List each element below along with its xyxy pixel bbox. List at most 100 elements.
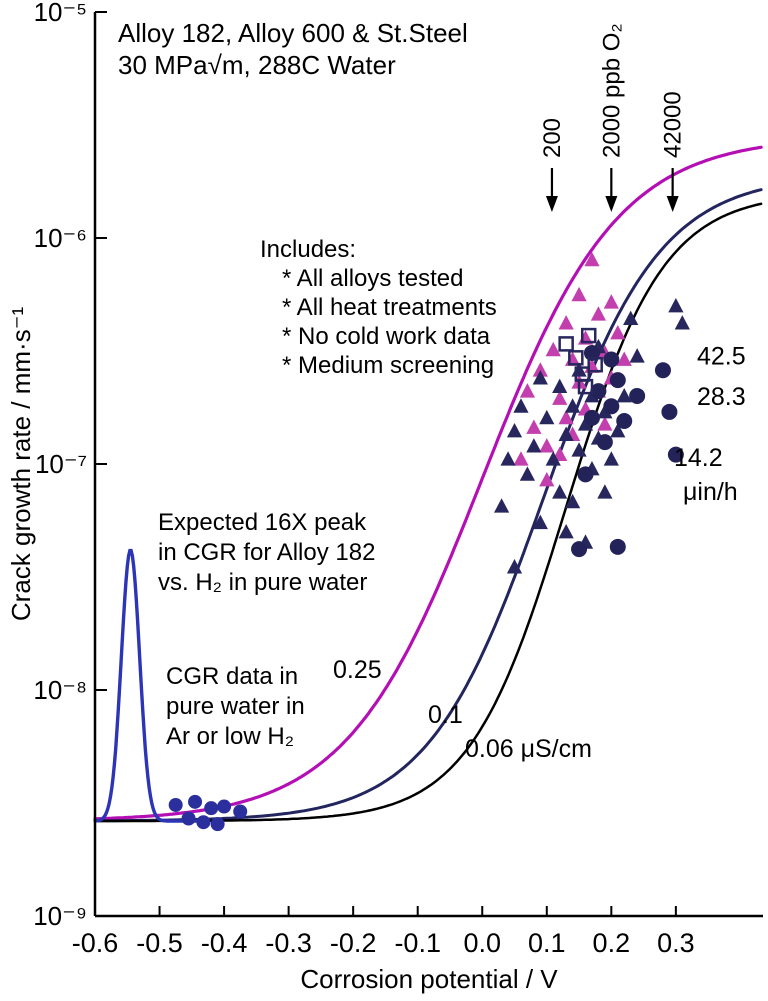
- open-squares-point: [587, 356, 603, 373]
- open-squares-point: [568, 350, 584, 366]
- navy-triangles-point: [552, 378, 568, 394]
- includes-note-line: * Medium screening: [282, 352, 494, 379]
- pure-water-ar-low-h2-circles-point: [168, 797, 183, 812]
- navy-triangles-point: [558, 524, 574, 539]
- pure-water-ar-low-h2-circles-point: [181, 811, 196, 826]
- magenta-triangles-point: [532, 362, 548, 377]
- rate-label: 28.3: [697, 383, 746, 411]
- x-tick-label: -0.3: [265, 928, 312, 958]
- magenta-triangles-point: [558, 315, 574, 330]
- pure-water-note-line: pure water in: [166, 693, 305, 720]
- pure-water-ar-low-h2-circles-point: [196, 815, 211, 830]
- magenta-triangles-point: [545, 341, 561, 357]
- navy-triangles-point: [597, 484, 613, 499]
- magenta-triangles-point: [571, 286, 587, 302]
- navy-circles-point: [571, 541, 588, 558]
- navy-triangles-point: [506, 559, 523, 574]
- includes-note-line: * All alloys tested: [282, 265, 463, 292]
- down-arrow-icon: [666, 196, 679, 212]
- y-tick-label: 10⁻⁹: [33, 901, 87, 931]
- navy-triangles-point: [597, 403, 613, 419]
- pure-water-ar-low-h2-circles-point: [188, 794, 203, 809]
- navy-triangles-point: [674, 315, 690, 330]
- navy-triangles-point: [513, 398, 529, 413]
- navy-triangles-point: [494, 498, 510, 513]
- navy-triangles-point: [610, 422, 626, 438]
- navy-triangles-point: [571, 442, 587, 457]
- x-tick-label: -0.4: [201, 928, 248, 958]
- open-squares-point: [558, 336, 574, 352]
- navy-circles-point: [583, 344, 600, 361]
- includes-note-line: * No cold work data: [282, 323, 491, 350]
- rate-label: 14.2: [674, 444, 723, 472]
- open-squares-point: [577, 378, 594, 395]
- navy-circles-point: [667, 446, 684, 463]
- magenta-triangles-point: [513, 451, 529, 466]
- navy-triangles-point: [532, 370, 548, 385]
- navy-triangles-point: [526, 438, 542, 453]
- pure-water-ar-low-h2-circles-point: [233, 804, 248, 819]
- navy-triangles-point: [558, 426, 574, 441]
- navy-triangles-point: [539, 409, 555, 425]
- pure-water-note-line: Ar or low H₂: [166, 723, 294, 750]
- navy-circles-point: [590, 383, 607, 400]
- navy-triangles-point: [629, 348, 645, 363]
- includes-note-line: * All heat treatments: [282, 294, 497, 321]
- x-tick-label: -0.2: [330, 928, 377, 958]
- rate-label: μin/h: [683, 478, 738, 506]
- y-tick-label: 10⁻⁷: [35, 449, 87, 479]
- x-tick-label: 0.2: [593, 928, 631, 958]
- chart-title-line: 30 MPa√m, 288C Water: [118, 50, 396, 80]
- o2-level-label: 200: [539, 118, 566, 158]
- conductivity-curve-label: 0.1: [428, 701, 463, 729]
- magenta-triangles-point: [539, 471, 555, 487]
- navy-triangles-point: [506, 422, 523, 438]
- pure-water-ar-low-h2-circles-point: [217, 799, 232, 814]
- navy-triangles-point: [552, 484, 568, 499]
- navy-circles-point: [583, 409, 600, 426]
- navy-triangles-point: [532, 514, 548, 530]
- navy-circles-point: [654, 362, 671, 379]
- includes-note-line: Includes:: [260, 236, 356, 263]
- navy-triangles-point: [565, 493, 581, 509]
- navy-triangles-point: [603, 451, 619, 466]
- navy-circles-point: [661, 403, 678, 420]
- down-arrow-icon: [605, 196, 618, 212]
- navy-circles-point: [603, 398, 620, 415]
- magenta-triangles-point: [519, 383, 536, 398]
- peak-note-line: Expected 16X peak: [158, 509, 367, 536]
- navy-triangles-point: [565, 398, 581, 413]
- navy-triangles-point: [577, 416, 594, 431]
- h2-peak-curve: [94, 548, 199, 823]
- magenta-triangles-point: [603, 294, 619, 309]
- navy-circles-point: [603, 351, 620, 368]
- x-tick-label: 0.0: [463, 928, 501, 958]
- conductivity-curve-label: 0.25: [333, 656, 382, 684]
- navy-circles-point: [596, 434, 613, 451]
- magenta-triangles-point: [616, 351, 632, 366]
- x-tick-label: -0.5: [136, 928, 183, 958]
- magenta-triangles-point: [558, 409, 574, 425]
- navy-triangles-point: [500, 451, 516, 466]
- pure-water-ar-low-h2-circles-point: [210, 817, 225, 832]
- down-arrow-icon: [545, 196, 558, 212]
- magenta-triangles-point: [584, 251, 600, 267]
- o2-level-label: 2000 ppb O₂: [598, 23, 625, 158]
- pure-water-ar-low-h2-circles-point: [204, 801, 219, 816]
- peak-note-line: in CGR for Alloy 182: [158, 539, 375, 566]
- navy-triangles-point: [616, 387, 632, 403]
- rate-label: 42.5: [697, 343, 746, 371]
- navy-triangles-point: [519, 466, 536, 481]
- x-tick-label: 0.1: [528, 928, 566, 958]
- x-tick-label: 0.3: [657, 928, 695, 958]
- o2-level-label: 42000: [660, 91, 687, 158]
- x-tick-label: -0.6: [72, 928, 119, 958]
- open-squares-point: [580, 327, 597, 344]
- y-tick-label: 10⁻⁶: [34, 223, 87, 253]
- chart-title-line: Alloy 182, Alloy 600 & St.Steel: [118, 18, 468, 48]
- navy-triangles-point: [668, 298, 684, 313]
- y-tick-label: 10⁻⁵: [34, 0, 87, 27]
